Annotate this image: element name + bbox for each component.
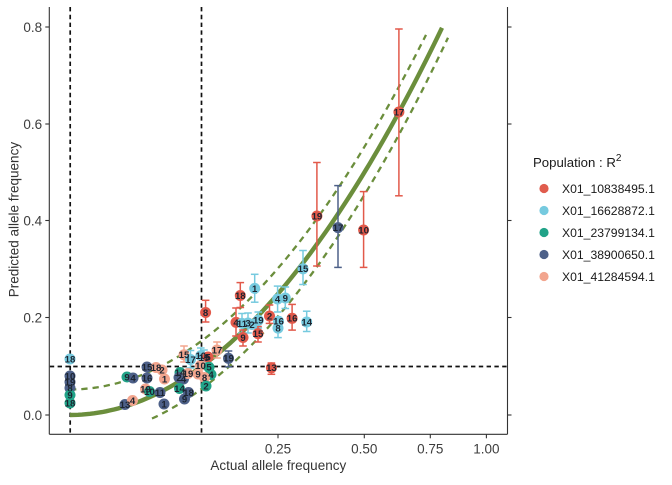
svg-text:19: 19	[253, 316, 264, 327]
svg-text:0.50: 0.50	[351, 442, 377, 457]
svg-text:X01_10838495.1: X01_10838495.1	[562, 182, 655, 196]
svg-text:2: 2	[159, 365, 164, 376]
svg-text:Actual allele frequency: Actual allele frequency	[210, 458, 346, 473]
svg-text:5: 5	[205, 352, 211, 363]
svg-text:9: 9	[240, 333, 245, 344]
svg-text:17: 17	[212, 345, 223, 356]
svg-text:9: 9	[182, 394, 187, 405]
svg-text:18: 18	[235, 291, 246, 302]
svg-text:19: 19	[183, 369, 194, 380]
svg-text:14: 14	[301, 317, 312, 328]
svg-text:16: 16	[142, 373, 153, 384]
svg-text:9: 9	[283, 293, 288, 304]
svg-text:0.8: 0.8	[23, 20, 42, 35]
svg-text:19: 19	[312, 211, 323, 222]
svg-text:3: 3	[245, 318, 250, 329]
svg-text:8: 8	[67, 383, 73, 394]
svg-text:4: 4	[130, 396, 136, 407]
svg-text:0.25: 0.25	[265, 442, 291, 457]
svg-text:15: 15	[253, 329, 264, 340]
svg-text:8: 8	[203, 308, 209, 319]
svg-text:4: 4	[233, 318, 239, 329]
svg-text:9: 9	[67, 390, 72, 401]
svg-text:18: 18	[65, 398, 76, 409]
svg-text:X01_23799134.1: X01_23799134.1	[562, 226, 655, 240]
svg-text:18: 18	[183, 388, 194, 399]
svg-text:10: 10	[195, 361, 206, 372]
svg-text:13: 13	[120, 400, 131, 411]
svg-text:0.2: 0.2	[23, 311, 42, 326]
svg-text:0.0: 0.0	[23, 408, 42, 423]
svg-text:19: 19	[199, 353, 210, 364]
svg-text:16: 16	[287, 314, 298, 325]
svg-text:10: 10	[195, 351, 206, 362]
svg-text:15: 15	[142, 362, 153, 373]
svg-text:X01_38900650.1: X01_38900650.1	[562, 248, 655, 262]
svg-text:2: 2	[249, 320, 254, 331]
svg-text:18: 18	[65, 354, 76, 365]
svg-text:11: 11	[155, 388, 166, 399]
svg-text:0.6: 0.6	[23, 117, 42, 132]
svg-text:9: 9	[195, 369, 200, 380]
svg-text:10: 10	[144, 387, 155, 398]
svg-text:11: 11	[237, 319, 248, 330]
svg-text:15: 15	[179, 350, 190, 361]
svg-text:10: 10	[358, 225, 369, 236]
svg-text:5: 5	[206, 363, 212, 374]
svg-text:X01_16628872.1: X01_16628872.1	[562, 204, 655, 218]
svg-text:4: 4	[181, 374, 187, 385]
svg-text:Predicted allele frequency: Predicted allele frequency	[7, 142, 22, 298]
svg-text:8: 8	[202, 373, 208, 384]
svg-text:0.75: 0.75	[417, 442, 443, 457]
svg-text:4: 4	[275, 294, 281, 305]
svg-text:4: 4	[130, 373, 136, 384]
svg-text:Population : R2: Population : R2	[533, 153, 622, 170]
svg-text:15: 15	[298, 264, 309, 275]
svg-text:14: 14	[175, 368, 186, 379]
svg-text:2: 2	[203, 381, 208, 392]
svg-text:2: 2	[267, 311, 272, 322]
svg-text:16: 16	[273, 317, 284, 328]
svg-text:1.00: 1.00	[473, 442, 499, 457]
svg-text:17: 17	[333, 223, 344, 234]
svg-text:18: 18	[151, 363, 162, 374]
svg-text:X01_41284594.1: X01_41284594.1	[562, 270, 655, 284]
svg-text:17: 17	[394, 107, 405, 118]
svg-text:8: 8	[275, 324, 281, 335]
svg-text:19: 19	[140, 384, 151, 395]
svg-text:4: 4	[208, 370, 214, 381]
svg-text:1: 1	[161, 399, 167, 410]
svg-text:1: 1	[162, 374, 168, 385]
svg-text:13: 13	[266, 363, 277, 374]
svg-text:0.4: 0.4	[23, 214, 42, 229]
svg-text:2: 2	[176, 373, 181, 384]
svg-text:1: 1	[252, 284, 258, 295]
svg-text:17: 17	[185, 355, 196, 366]
svg-text:9: 9	[124, 372, 129, 383]
svg-text:14: 14	[174, 384, 185, 395]
svg-text:10: 10	[65, 371, 76, 382]
svg-text:19: 19	[65, 377, 76, 388]
svg-text:19: 19	[223, 354, 234, 365]
